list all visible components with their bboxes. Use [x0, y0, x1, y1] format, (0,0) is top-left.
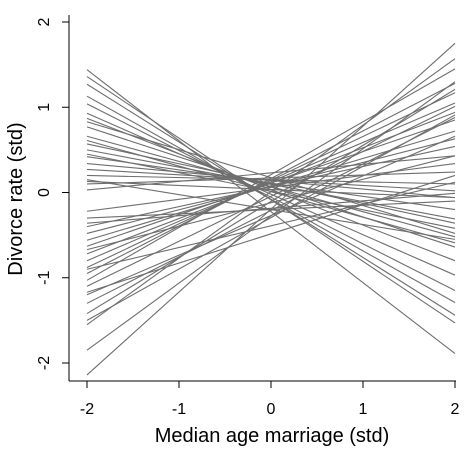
x-tick-label-2: 0	[267, 401, 276, 418]
x-ticks: -2 -1 0 1 2	[80, 381, 460, 418]
x-tick-label-0: -2	[80, 401, 94, 418]
prior-line-4	[86, 112, 456, 276]
y-tick-label-2: 0	[36, 188, 53, 197]
prior-line-33	[86, 81, 456, 351]
prior-line-34	[86, 42, 456, 376]
prior-line-45	[86, 114, 456, 321]
prior-lines	[86, 42, 456, 376]
y-tick-label-3: 1	[36, 103, 53, 112]
x-axis-label: Median age marriage (std)	[155, 425, 390, 447]
y-tick-label-4: 2	[36, 17, 53, 26]
y-tick-label-0: -2	[36, 356, 53, 370]
prior-line-43	[86, 181, 456, 270]
x-tick-label-3: 1	[359, 401, 368, 418]
prior-line-36	[86, 103, 456, 292]
prior-line-26	[86, 82, 456, 274]
prior-line-37	[86, 121, 456, 234]
y-tick-label-1: -1	[36, 271, 53, 285]
prior-line-27	[86, 68, 456, 281]
y-axis-label: Divorce rate (std)	[5, 122, 27, 275]
x-tick-label-1: -1	[172, 401, 186, 418]
prior-line-44	[86, 174, 456, 293]
prior-line-21	[86, 130, 456, 241]
prior-line-42	[86, 155, 456, 251]
prior-line-25	[86, 92, 456, 269]
prior-line-39	[86, 153, 456, 229]
prior-line-41	[86, 192, 456, 224]
prior-line-9	[86, 149, 456, 220]
y-ticks: -2 -1 0 1 2	[36, 17, 69, 370]
x-tick-label-4: 2	[451, 401, 460, 418]
prior-line-28	[86, 105, 456, 287]
prior-line-35	[86, 83, 456, 316]
